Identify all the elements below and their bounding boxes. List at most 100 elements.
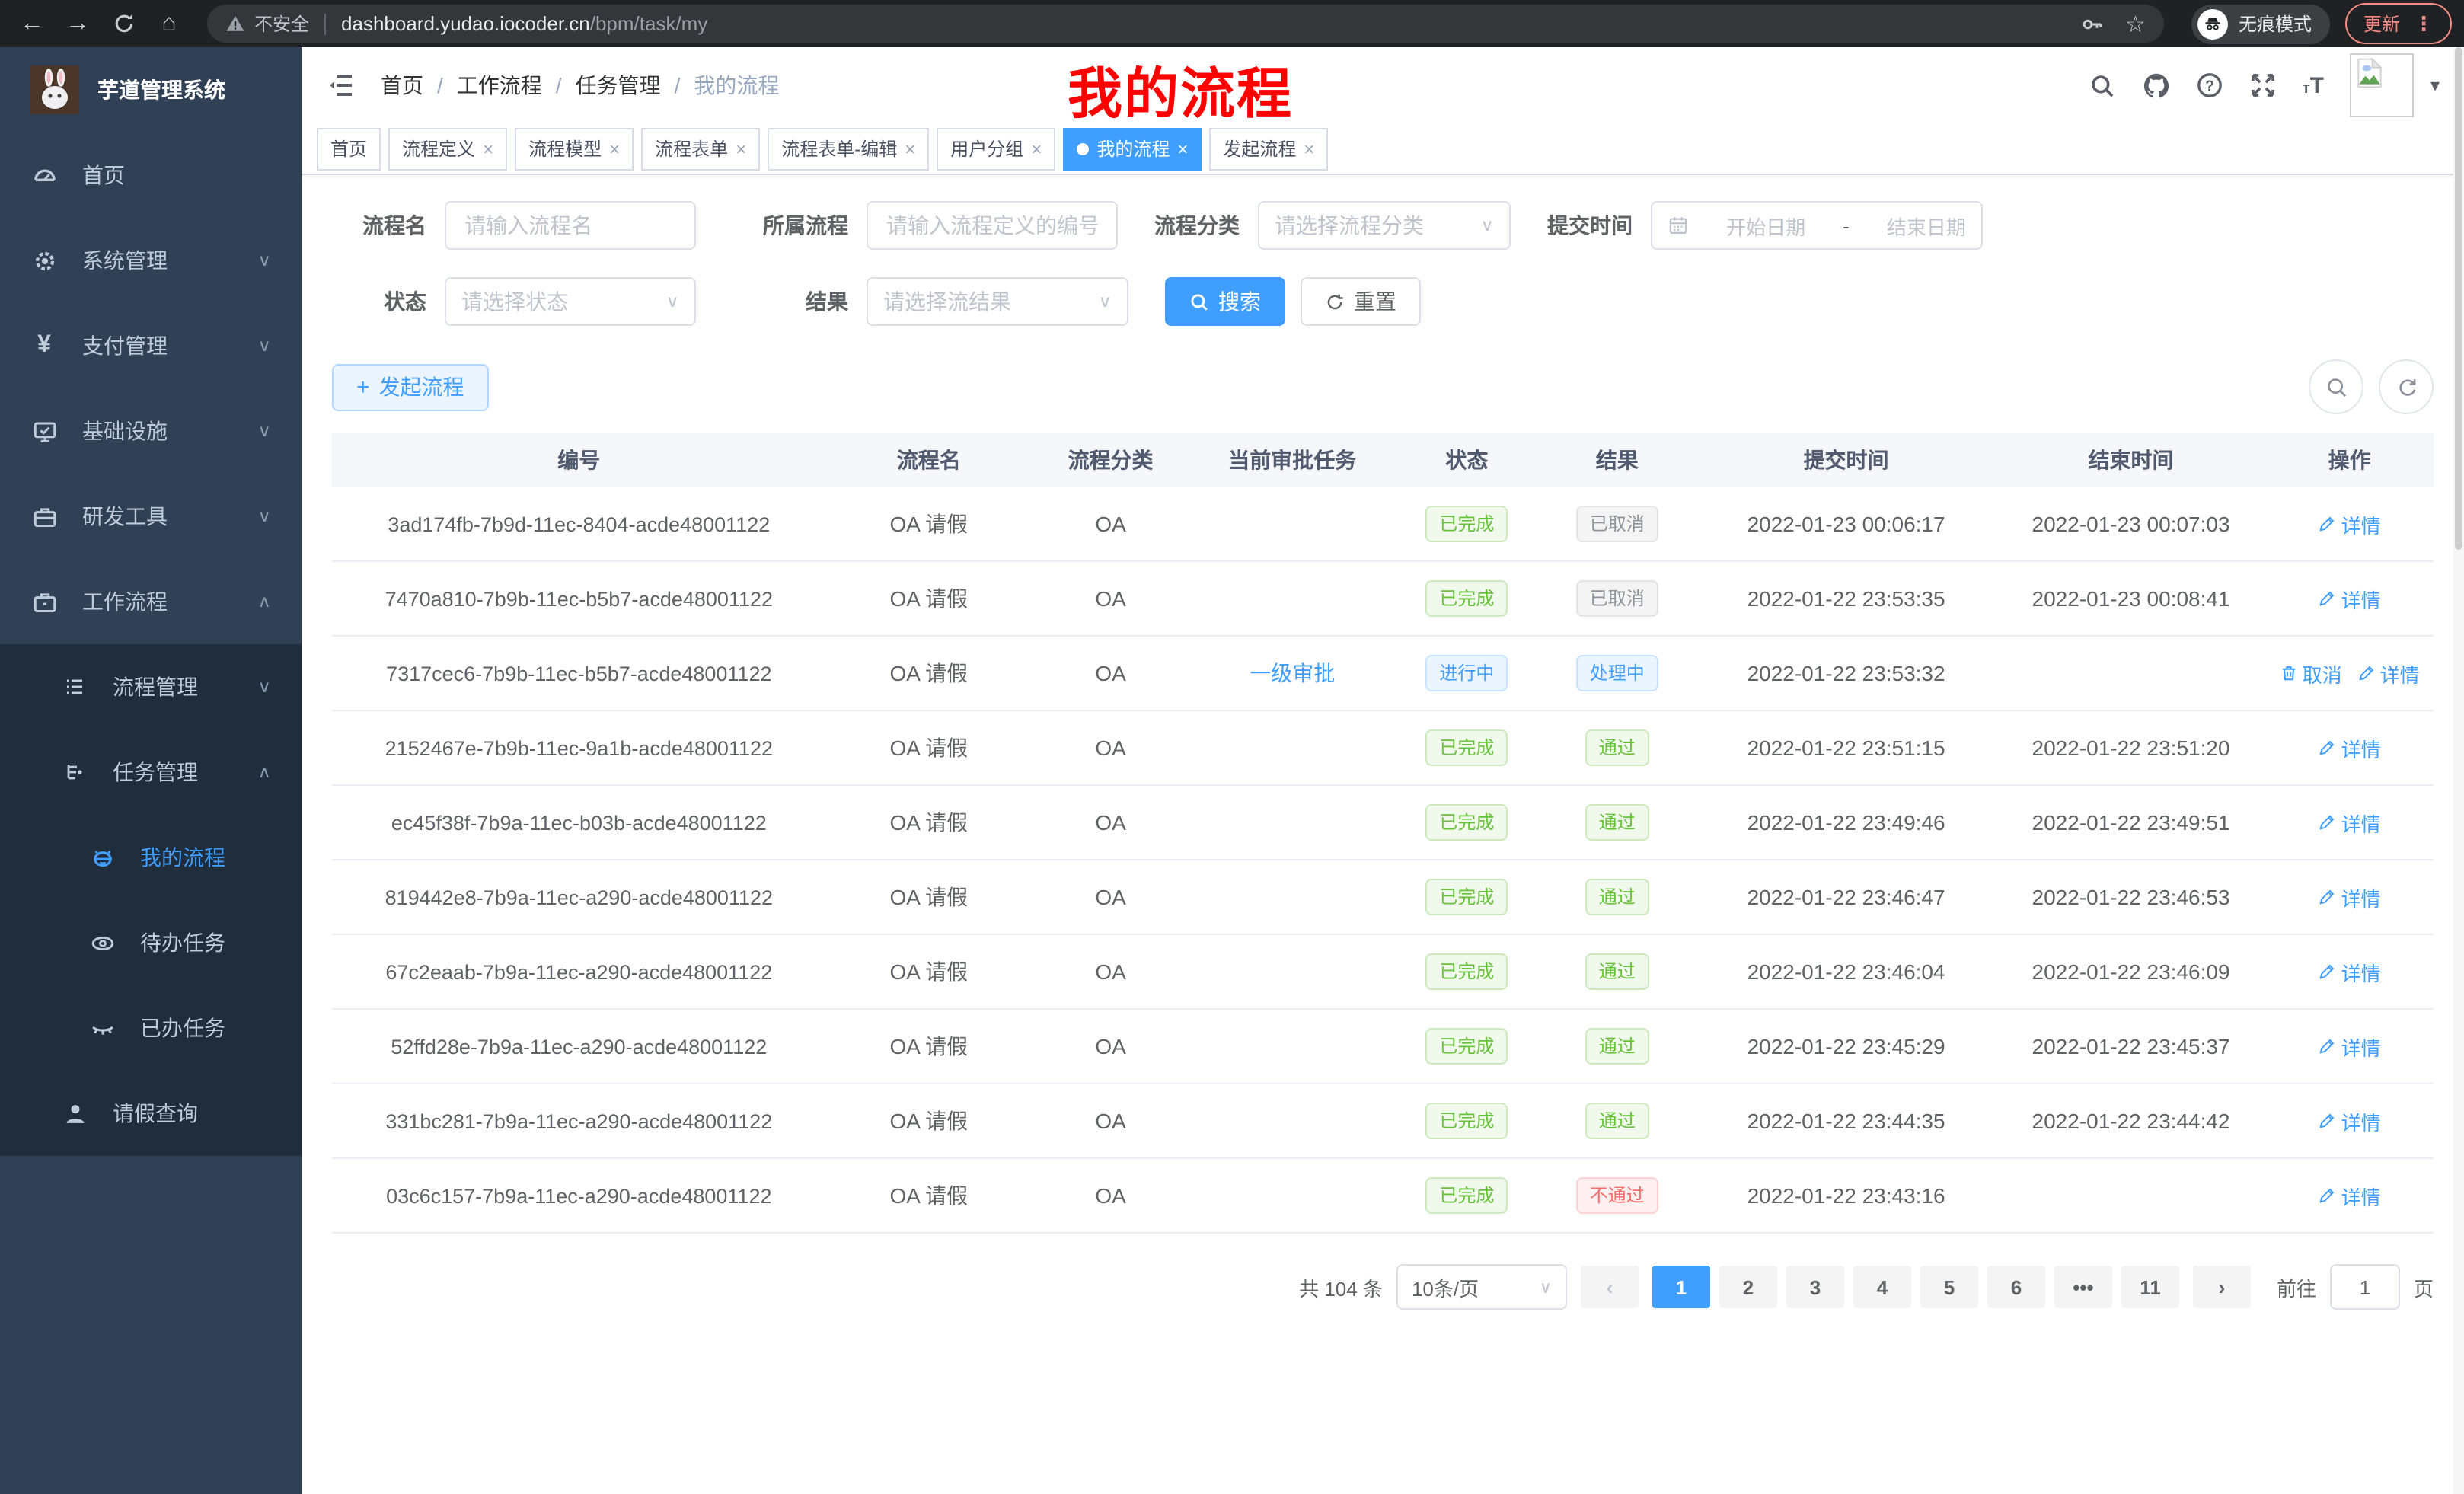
sidebar-item-task-mgmt[interactable]: 任务管理 ∧ [0,729,302,815]
process-name-input[interactable] [445,201,696,250]
github-icon[interactable] [2143,72,2170,99]
sidebar-collapse-icon[interactable] [326,70,356,101]
detail-link[interactable]: 详情 [2319,957,2381,986]
tab-process-model[interactable]: 流程模型 × [515,127,634,170]
next-page-button[interactable]: › [2192,1266,2251,1308]
cell-id: 819442e8-7b9a-11ec-a290-acde48001122 [385,886,774,908]
detail-link[interactable]: 详情 [2319,584,2381,613]
back-icon[interactable]: ← [20,10,44,36]
detail-link[interactable]: 详情 [2319,509,2381,538]
page-button[interactable]: 6 [1987,1266,2045,1308]
chevron-down-icon: ∨ [257,251,271,270]
breadcrumb-workflow[interactable]: 工作流程 [456,73,542,97]
breadcrumb-home[interactable]: 首页 [381,73,423,97]
page-button[interactable]: 1 [1652,1266,1710,1308]
scrollbar-thumb[interactable] [2455,47,2462,550]
avatar[interactable] [2349,53,2414,117]
show-search-button[interactable] [2309,359,2363,414]
search-icon[interactable] [2089,72,2117,99]
close-icon[interactable]: × [736,138,747,159]
caret-down-icon[interactable]: ▾ [2430,75,2440,96]
detail-link[interactable]: 详情 [2357,659,2420,688]
close-icon[interactable]: × [1031,138,1042,159]
sidebar-item-process-mgmt[interactable]: 流程管理 ∨ [0,644,302,729]
sidebar-item-payment[interactable]: ¥ 支付管理 ∨ [0,303,302,388]
page-button[interactable]: 4 [1853,1266,1911,1308]
security-chip[interactable]: 不安全 [225,11,309,37]
table-row: 7470a810-7b9b-11ec-b5b7-acde48001122 OA … [332,562,2434,637]
address-bar[interactable]: 不安全 dashboard.yudao.iocoder.cn/bpm/task/… [207,5,2164,43]
result-badge: 已取消 [1575,506,1658,542]
cell-id: 7317cec6-7b9b-11ec-b5b7-acde48001122 [386,662,772,685]
key-icon[interactable] [2079,11,2104,36]
status-badge: 已完成 [1425,804,1508,841]
sidebar-item-system[interactable]: 系统管理 ∨ [0,218,302,303]
detail-link[interactable]: 详情 [2319,733,2381,762]
update-button[interactable]: 更新 ⋮ [2344,3,2452,44]
tab-my-process[interactable]: 我的流程 × [1063,127,1202,170]
cell-id: 52ffd28e-7b9a-11ec-a290-acde48001122 [391,1035,768,1058]
sidebar-item-leave-query[interactable]: 请假查询 [0,1071,302,1156]
goto-page-input[interactable] [2329,1264,2400,1310]
forward-icon[interactable]: → [65,10,90,36]
close-icon[interactable]: × [905,138,916,159]
sidebar-item-todo-tasks[interactable]: 待办任务 [0,900,302,985]
close-icon[interactable]: × [609,138,621,159]
status-select[interactable]: 请选择状态 ∨ [445,277,696,326]
person-icon [61,1100,88,1127]
search-button[interactable]: 搜索 [1165,277,1285,326]
prev-page-button[interactable]: ‹ [1580,1266,1639,1308]
parent-process-input[interactable] [867,201,1118,250]
create-process-button[interactable]: + 发起流程 [332,363,489,410]
tab-user-group[interactable]: 用户分组 × [937,127,1056,170]
detail-link[interactable]: 详情 [2319,1181,2381,1210]
home-icon[interactable]: ⌂ [161,10,177,36]
sidebar-item-home[interactable]: 首页 [0,132,302,218]
breadcrumb-task-mgmt[interactable]: 任务管理 [575,73,661,97]
cell-process-name: OA 请假 [889,1109,969,1133]
result-select[interactable]: 请选择流结果 ∨ [867,277,1128,326]
page-size-select[interactable]: 10条/页 ∨ [1396,1264,1567,1310]
page-button[interactable]: 5 [1920,1266,1978,1308]
tab-home[interactable]: 首页 [317,127,381,170]
fullscreen-icon[interactable] [2249,72,2277,99]
reload-icon[interactable] [104,4,143,43]
sidebar-item-done-tasks[interactable]: 已办任务 [0,985,302,1071]
sidebar-item-infra[interactable]: 基础设施 ∨ [0,388,302,474]
tab-process-definition[interactable]: 流程定义 × [388,127,508,170]
detail-link[interactable]: 详情 [2319,1032,2381,1061]
star-icon[interactable]: ☆ [2125,11,2146,37]
close-icon[interactable]: × [1177,138,1189,159]
cell-process-name: OA 请假 [889,959,969,984]
tab-process-form-edit[interactable]: 流程表单-编辑 × [768,127,930,170]
submit-time-range-picker[interactable]: 开始日期 - 结束日期 [1651,201,1983,250]
page-button[interactable]: ••• [2054,1266,2112,1308]
tab-process-form[interactable]: 流程表单 × [641,127,761,170]
help-icon[interactable]: ? [2196,72,2223,99]
annotation-my-process: 我的流程 [1068,62,1294,125]
refresh-button[interactable] [2379,359,2434,414]
browser-menu-icon[interactable]: ⋮ [2414,11,2434,34]
page-button[interactable]: 11 [2121,1266,2179,1308]
cell-end-time: 2022-01-22 23:46:09 [2032,959,2230,984]
detail-link[interactable]: 详情 [2319,883,2381,911]
close-icon[interactable]: × [483,138,494,159]
tab-start-process[interactable]: 发起流程 × [1209,127,1329,170]
font-size-icon[interactable]: тT [2302,72,2324,98]
sidebar-item-workflow[interactable]: 工作流程 ∧ [0,559,302,644]
chevron-down-icon: ∨ [1539,1279,1552,1297]
detail-link[interactable]: 详情 [2319,808,2381,837]
page-button[interactable]: 2 [1719,1266,1777,1308]
category-select[interactable]: 请选择流程分类 ∨ [1258,201,1511,250]
sidebar-item-devtools[interactable]: 研发工具 ∨ [0,474,302,559]
detail-link[interactable]: 详情 [2319,1106,2381,1135]
cancel-link[interactable]: 取消 [2280,659,2342,688]
current-task-link[interactable]: 一级审批 [1250,661,1336,685]
scrollbar[interactable] [2453,47,2464,1494]
page-button[interactable]: 3 [1786,1266,1844,1308]
reset-button[interactable]: 重置 [1301,277,1421,326]
sidebar-item-my-process[interactable]: 我的流程 [0,815,302,900]
close-icon[interactable]: × [1304,138,1315,159]
chevron-down-icon: ∨ [257,336,271,356]
